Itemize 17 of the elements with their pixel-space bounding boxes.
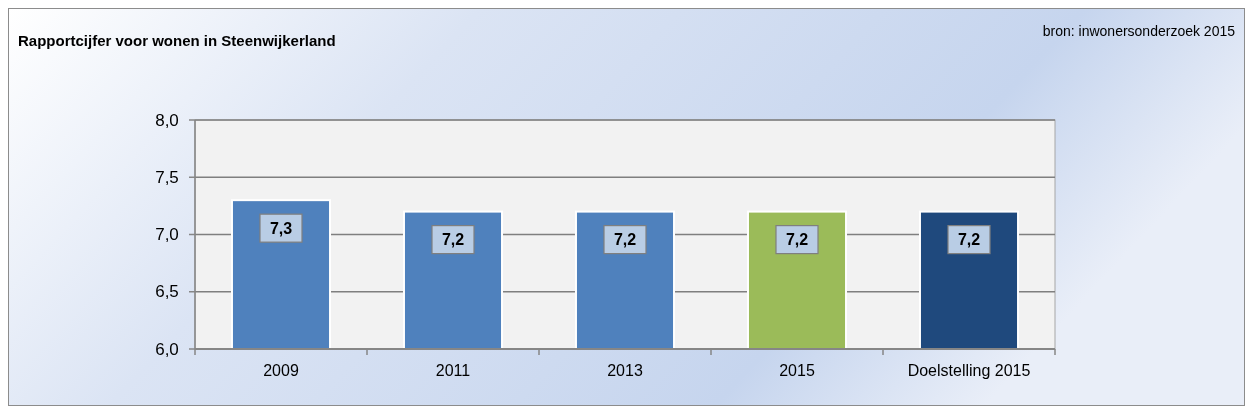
- data-label: 7,2: [785, 231, 809, 249]
- y-tick-label: 6,5: [155, 282, 179, 302]
- x-tick-label: 2009: [263, 362, 299, 379]
- y-tick-label: 7,5: [155, 167, 179, 187]
- y-tick-label: 6,0: [155, 339, 179, 359]
- x-tick-label: Doelstelling 2015: [907, 362, 1031, 379]
- data-label: 7,2: [441, 231, 465, 249]
- y-tick-label: 8,0: [155, 110, 179, 130]
- data-label: 7,3: [269, 219, 293, 237]
- text: bron: inwonersonderzoek 2015: [1042, 23, 1236, 39]
- x-tick-label: 2013: [607, 362, 643, 379]
- y-tick-label: 7,0: [155, 225, 179, 244]
- data-label: 7,2: [957, 231, 981, 249]
- data-label: 7,2: [613, 231, 637, 249]
- x-tick-label: 2011: [435, 362, 471, 379]
- chart-title: Rapportcijfer voor wonen in Steenwijkerland: [18, 32, 336, 49]
- x-tick-label: 2015: [779, 362, 815, 379]
